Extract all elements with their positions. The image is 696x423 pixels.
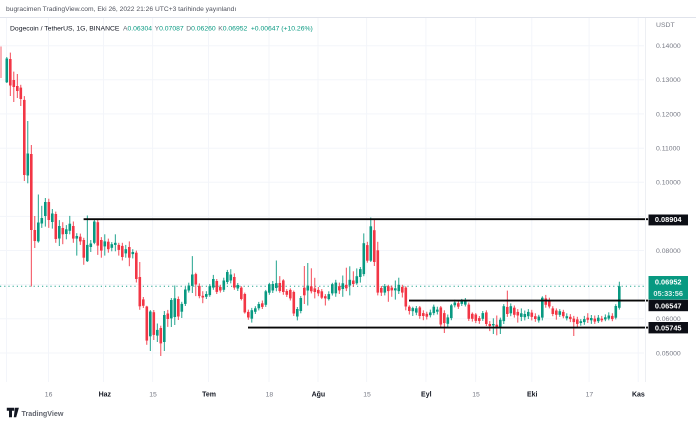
svg-text:15: 15: [363, 392, 371, 399]
svg-text:Ağu: Ağu: [312, 392, 326, 399]
svg-text:Tem: Tem: [202, 392, 216, 399]
svg-text:0.05000: 0.05000: [656, 350, 681, 357]
svg-text:Dogecoin / TetherUS, 1G, BINAN: Dogecoin / TetherUS, 1G, BINANCE A0.06304…: [10, 26, 313, 33]
svg-text:bugracimen TradingView.com, Ek: bugracimen TradingView.com, Eki 26, 2022…: [6, 6, 236, 13]
svg-text:15: 15: [472, 392, 480, 399]
svg-text:USDT: USDT: [656, 22, 675, 29]
svg-text:0.11000: 0.11000: [656, 146, 680, 153]
svg-text:Eyl: Eyl: [421, 392, 432, 399]
svg-text:05:33:56: 05:33:56: [653, 289, 683, 298]
svg-text:0.06000: 0.06000: [656, 316, 681, 323]
svg-text:0.12000: 0.12000: [656, 111, 681, 118]
svg-text:TradingView: TradingView: [22, 410, 64, 418]
svg-text:0.08904: 0.08904: [655, 215, 683, 224]
svg-text:Eki: Eki: [527, 392, 538, 399]
svg-text:Haz: Haz: [99, 392, 112, 399]
svg-text:Kas: Kas: [632, 392, 645, 399]
svg-text:0.13000: 0.13000: [656, 77, 681, 84]
svg-text:17: 17: [586, 392, 594, 399]
svg-text:0.06952: 0.06952: [655, 278, 682, 287]
svg-text:0.08000: 0.08000: [656, 248, 681, 255]
svg-text:18: 18: [266, 392, 274, 399]
svg-text:0.14000: 0.14000: [656, 43, 681, 50]
svg-text:15: 15: [149, 392, 157, 399]
svg-text:16: 16: [45, 392, 53, 399]
svg-text:0.10000: 0.10000: [656, 180, 681, 187]
svg-text:0.06547: 0.06547: [655, 301, 682, 310]
svg-text:0.05745: 0.05745: [655, 324, 682, 333]
